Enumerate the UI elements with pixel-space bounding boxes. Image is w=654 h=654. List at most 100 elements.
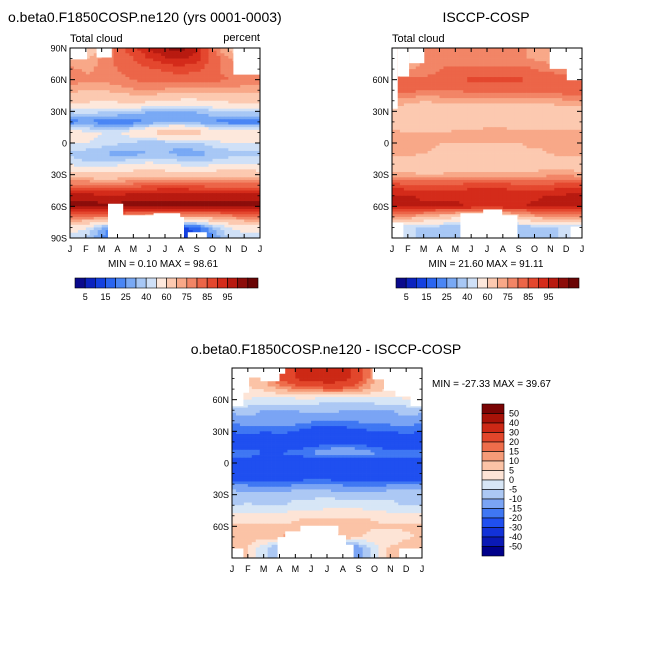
contour-cell: [407, 95, 413, 99]
contour-cell: [212, 66, 217, 70]
contour-cell: [216, 79, 221, 83]
contour-cell: [208, 77, 213, 81]
contour-cell: [105, 63, 110, 67]
contour-cell: [451, 113, 456, 117]
contour-cell: [113, 140, 118, 144]
contour-cell: [578, 82, 583, 86]
contour-cell: [145, 179, 150, 183]
contour-cell: [192, 148, 198, 152]
contour-cell: [125, 156, 130, 160]
contour-cell: [77, 127, 83, 131]
contour-cell: [208, 63, 213, 67]
contour-cell: [161, 153, 166, 157]
contour-cell: [85, 216, 91, 220]
contour-cell: [70, 119, 75, 123]
contour-cell: [252, 77, 257, 81]
contour-cell: [216, 232, 221, 236]
contour-cell: [483, 48, 488, 51]
contour-cell: [475, 77, 480, 81]
contour-cell: [204, 58, 209, 62]
contour-cell: [562, 92, 567, 96]
contour-cell: [192, 103, 198, 107]
contour-cell: [228, 63, 233, 67]
contour-cell: [93, 87, 99, 91]
contour-cell: [200, 156, 205, 160]
contour-cell: [105, 230, 110, 234]
contour-cell: [502, 100, 508, 104]
contour-cell: [550, 108, 555, 112]
contour-cell: [538, 100, 543, 104]
contour-cell: [200, 66, 205, 70]
contour-cell: [236, 111, 241, 115]
contour-cell: [447, 61, 452, 65]
contour-cell: [244, 108, 249, 112]
contour-cell: [149, 135, 154, 139]
contour-cell: [89, 219, 95, 223]
contour-cell: [184, 148, 190, 152]
contour-cell: [101, 119, 106, 123]
contour-cell: [188, 108, 194, 112]
contour-cell: [168, 203, 174, 207]
contour-cell: [256, 156, 261, 160]
contour-cell: [208, 69, 213, 73]
contour-cell: [514, 53, 520, 57]
contour-cell: [427, 95, 432, 99]
contour-cell: [403, 90, 409, 94]
contour-cell: [248, 121, 253, 125]
contour-cell: [546, 92, 551, 96]
contour-cell: [133, 135, 138, 139]
contour-cell: [73, 164, 79, 168]
contour-cell: [514, 113, 520, 117]
contour-cell: [427, 55, 432, 59]
contour-cell: [546, 108, 551, 112]
contour-cell: [212, 95, 217, 99]
contour-cell: [570, 82, 575, 86]
contour-cell: [487, 63, 492, 67]
contour-cell: [212, 79, 217, 83]
contour-cell: [117, 193, 122, 197]
contour-cell: [415, 90, 421, 94]
contour-cell: [77, 143, 83, 146]
contour-cell: [70, 140, 75, 144]
contour-cell: [73, 108, 79, 112]
contour-cell: [73, 92, 79, 96]
contour-cell: [550, 116, 555, 120]
contour-cell: [494, 100, 500, 104]
contour-cell: [165, 161, 170, 165]
contour-cell: [125, 50, 130, 54]
contour-cell: [530, 82, 535, 86]
contour-cell: [463, 63, 468, 67]
contour-cell: [395, 111, 401, 115]
contour-cell: [168, 156, 174, 160]
contour-cell: [395, 84, 401, 88]
contour-cell: [562, 84, 567, 88]
contour-cell: [236, 95, 241, 99]
contour-cell: [200, 224, 205, 228]
contour-cell: [224, 61, 229, 65]
contour-cell: [93, 58, 99, 62]
contour-cell: [463, 58, 468, 62]
contour-cell: [204, 224, 209, 228]
contour-cell: [165, 201, 170, 205]
contour-cell: [554, 119, 559, 123]
x-tick-label: A: [178, 244, 184, 254]
contour-cell: [216, 158, 221, 162]
contour-cell: [427, 63, 432, 67]
contour-cell: [105, 224, 110, 228]
contour-cell: [196, 87, 201, 91]
contour-cell: [168, 82, 174, 86]
contour-cell: [534, 77, 539, 81]
contour-cell: [137, 185, 142, 189]
contour-cell: [145, 169, 150, 173]
contour-cell: [125, 119, 130, 123]
contour-cell: [506, 95, 512, 99]
contour-cell: [125, 187, 130, 191]
contour-cell: [77, 137, 83, 141]
contour-cell: [145, 100, 150, 104]
contour-cell: [208, 211, 213, 215]
contour-cell: [244, 230, 249, 234]
contour-cell: [101, 206, 106, 210]
contour-cell: [228, 111, 233, 115]
contour-cell: [109, 169, 114, 173]
contour-cell: [101, 61, 106, 65]
